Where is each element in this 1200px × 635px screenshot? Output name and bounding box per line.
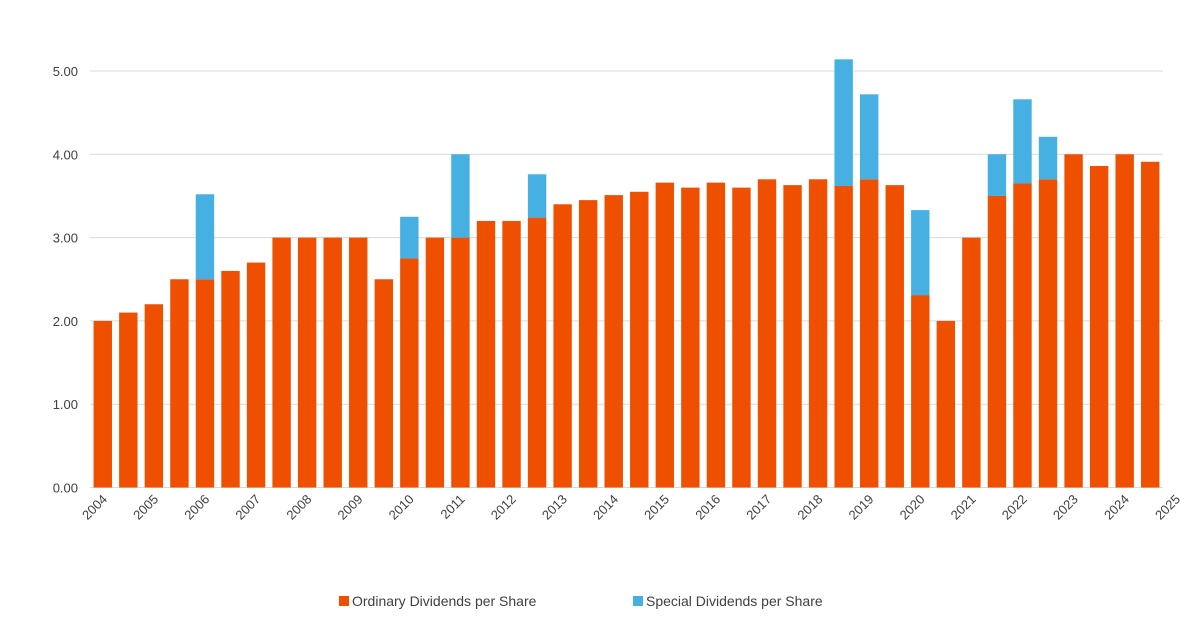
ordinary-dividend-bar (246, 262, 266, 488)
ordinary-dividend-bar (732, 187, 751, 488)
ordinary-dividend-bar (451, 237, 470, 488)
y-tick-label: 5.00 (53, 64, 78, 79)
legend-swatch (633, 596, 643, 606)
legend-label: Special Dividends per Share (646, 593, 823, 609)
ordinary-dividend-bar (374, 279, 393, 488)
legend: Ordinary Dividends per Share Special Divi… (339, 593, 823, 609)
ordinary-dividend-bar (553, 204, 572, 488)
y-tick-label: 2.00 (53, 314, 78, 329)
x-tick-label: 2016 (692, 492, 723, 523)
ordinary-dividend-bar (93, 320, 112, 488)
special-dividend-bar (1038, 136, 1058, 180)
ordinary-dividend-bar (170, 279, 189, 488)
ordinary-dividend-bar (323, 237, 342, 488)
ordinary-dividend-bar (1089, 165, 1109, 488)
x-tick-label: 2006 (181, 492, 212, 523)
x-tick-label: 2020 (897, 492, 928, 523)
ordinary-dividend-bar (195, 279, 215, 488)
x-tick-label: 2008 (283, 492, 314, 523)
ordinary-dividend-bar (1115, 154, 1134, 488)
ordinary-dividend-bar (1064, 154, 1083, 488)
ordinary-dividend-bar (1013, 183, 1032, 488)
ordinary-dividend-bar (783, 185, 802, 488)
x-tick-label: 2022 (999, 492, 1030, 523)
ordinary-dividend-bar (502, 220, 521, 488)
ordinary-dividend-bar (655, 182, 675, 488)
ordinary-dividend-bar (578, 200, 598, 488)
legend-label: Ordinary Dividends per Share (352, 593, 537, 609)
ordinary-dividend-bar (681, 187, 700, 488)
x-tick-label: 2012 (488, 492, 519, 523)
x-tick-label: 2021 (948, 492, 979, 523)
ordinary-dividend-bar (936, 320, 956, 488)
y-tick-label: 0.00 (53, 481, 78, 496)
special-dividend-bar (860, 94, 879, 180)
ordinary-dividend-bar (757, 179, 777, 488)
ordinary-dividend-bar (911, 295, 930, 488)
special-dividend-bar (195, 194, 215, 280)
ordinary-dividend-bar (119, 312, 138, 488)
x-tick-label: 2009 (335, 492, 366, 523)
ordinary-dividend-bar (706, 182, 726, 488)
x-tick-label: 2013 (539, 492, 570, 523)
x-tick-label: 2025 (1152, 492, 1183, 523)
gridlines (90, 70, 1163, 488)
bars (93, 59, 1160, 488)
ordinary-dividend-bar (400, 258, 419, 488)
x-tick-label: 2010 (386, 492, 417, 523)
x-tick-label: 2004 (79, 492, 110, 523)
ordinary-dividend-bar (604, 195, 623, 488)
ordinary-dividend-bar (425, 237, 445, 488)
x-tick-label: 2014 (590, 492, 621, 523)
ordinary-dividend-bar (885, 185, 904, 488)
ordinary-dividend-bar (144, 304, 164, 488)
ordinary-dividend-bar (987, 195, 1007, 488)
ordinary-dividend-bar (349, 237, 368, 488)
ordinary-dividend-bar (476, 220, 496, 488)
special-dividend-bar (451, 154, 470, 238)
ordinary-dividend-bar (527, 217, 547, 488)
y-tick-label: 1.00 (53, 397, 78, 412)
y-tick-label: 3.00 (53, 231, 78, 246)
ordinary-dividend-bar (297, 237, 317, 488)
y-tick-label: 4.00 (53, 147, 78, 162)
x-tick-label: 2024 (1101, 492, 1132, 523)
special-dividend-bar (1013, 99, 1032, 184)
x-tick-label: 2023 (1050, 492, 1081, 523)
ordinary-dividend-bar (272, 237, 291, 488)
special-dividend-bar (834, 59, 853, 186)
x-tick-label: 2018 (794, 492, 825, 523)
special-dividend-bar (987, 154, 1007, 196)
special-dividend-bar (527, 174, 547, 218)
y-axis: 0.00 1.00 2.00 3.00 4.00 5.00 (53, 64, 78, 496)
ordinary-dividend-bar (1038, 179, 1058, 488)
ordinary-dividend-bar (221, 270, 240, 488)
ordinary-dividend-bar (630, 191, 649, 488)
ordinary-dividend-bar (834, 185, 853, 488)
x-tick-label: 2011 (437, 492, 467, 522)
ordinary-dividend-bar (1141, 161, 1160, 488)
x-tick-label: 2015 (641, 492, 672, 523)
special-dividend-bar (400, 216, 419, 259)
legend-swatch (339, 596, 349, 606)
special-dividend-bar (911, 210, 930, 296)
x-tick-label: 2007 (232, 492, 263, 523)
ordinary-dividend-bar (808, 179, 828, 488)
ordinary-dividend-bar (962, 237, 981, 488)
ordinary-dividend-bar (860, 179, 879, 488)
x-tick-label: 2017 (743, 492, 774, 523)
x-tick-label: 2019 (845, 492, 876, 523)
x-axis: 2004 2005 2006 2007 2008 2009 2010 2011 2012 2013… (79, 492, 1183, 523)
x-tick-label: 2005 (130, 492, 161, 523)
